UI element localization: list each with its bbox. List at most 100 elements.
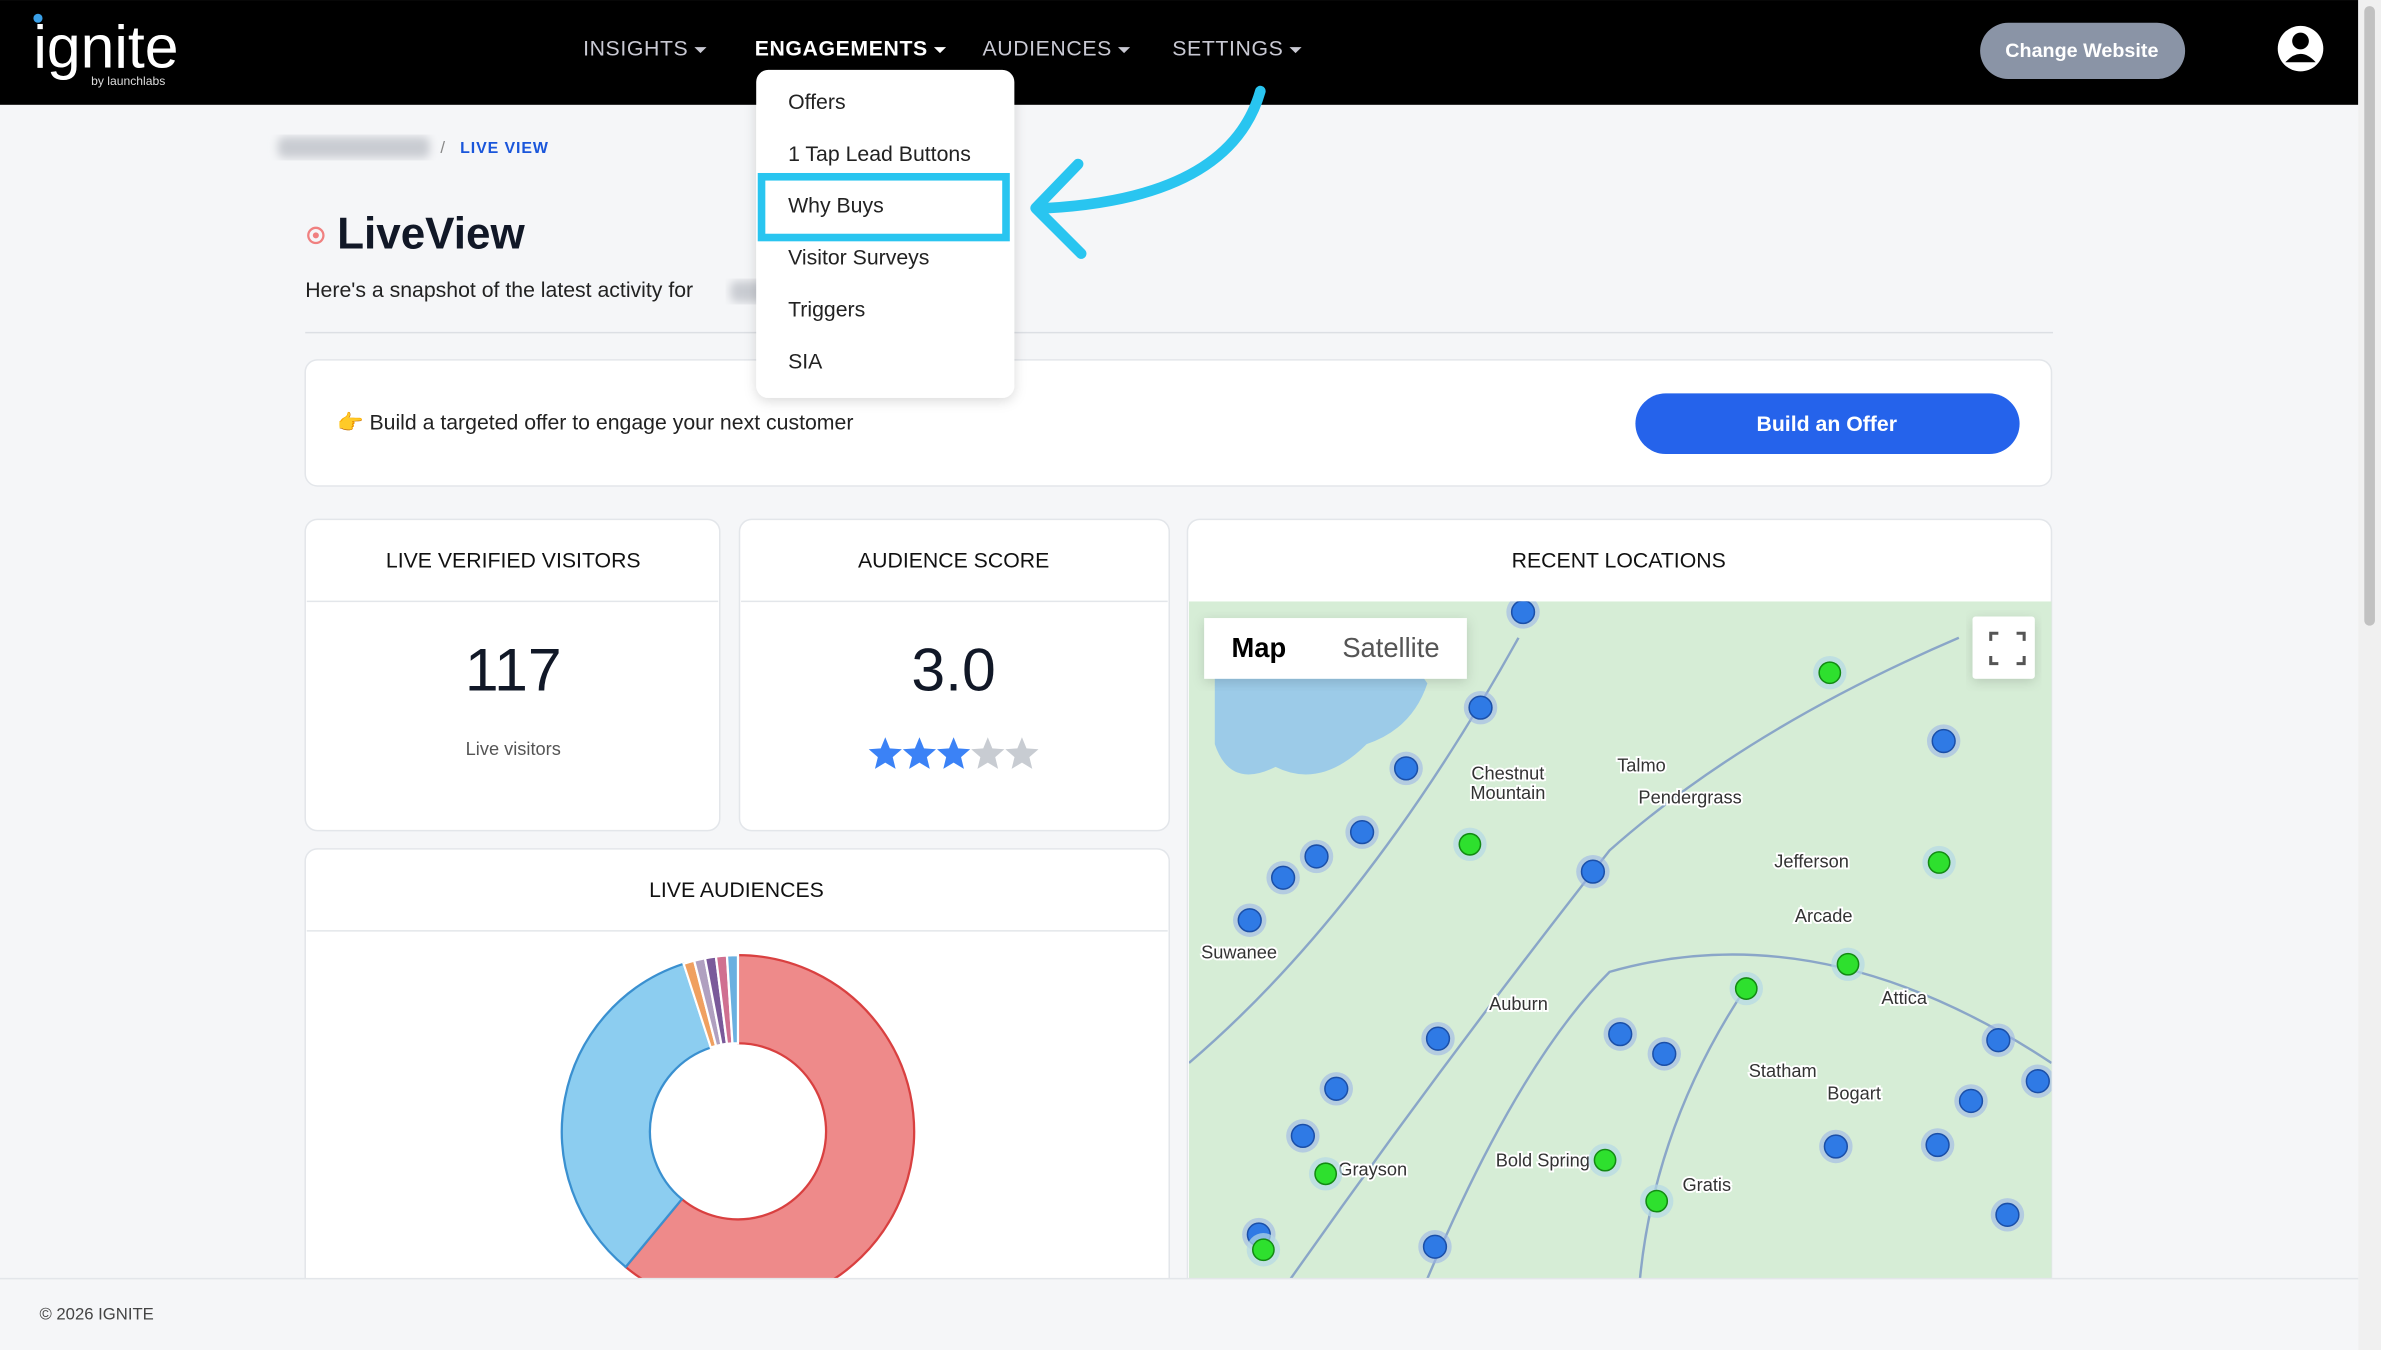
place-label: Auburn	[1489, 994, 1548, 1014]
avatar-head	[2292, 32, 2309, 50]
location-marker[interactable]	[1580, 859, 1606, 884]
build-offer-label[interactable]: Build an Offer	[1756, 412, 1897, 436]
location-marker[interactable]	[1645, 1189, 1669, 1213]
change-website-button[interactable]	[1980, 22, 2186, 79]
place-label: Grayson	[1338, 1160, 1407, 1180]
highlight-box	[757, 172, 1010, 242]
breadcrumb-current: LIVE VIEW	[460, 140, 549, 157]
location-marker[interactable]	[1836, 952, 1860, 976]
location-marker[interactable]	[1304, 844, 1329, 869]
location-marker[interactable]	[1468, 695, 1493, 720]
place-label: Chestnut	[1471, 763, 1544, 783]
logo-flame	[33, 13, 43, 23]
build-offer-button[interactable]	[1635, 393, 2020, 455]
breadcrumb-blurred	[277, 136, 430, 158]
scrollbar	[2358, 0, 2381, 1350]
location-marker[interactable]	[1652, 1041, 1677, 1067]
location-marker[interactable]	[1237, 908, 1262, 933]
place-label: Bold Spring	[1496, 1150, 1590, 1170]
dropdown-menu: Offers 1 Tap Lead Buttons Why Buys Visitor …	[756, 69, 1015, 398]
live-icon	[307, 226, 325, 245]
nav-item[interactable]: AUDIENCES	[982, 37, 1111, 61]
footer	[0, 1278, 2359, 1350]
nav-item[interactable]: ENGAGEMENTS	[755, 37, 928, 61]
rating-star	[971, 737, 1005, 769]
nav-caret	[1117, 47, 1131, 54]
location-marker[interactable]	[1324, 1076, 1349, 1101]
nav-caret	[933, 47, 947, 54]
visitors-value: 117	[465, 635, 562, 703]
location-marker[interactable]	[1734, 977, 1758, 1000]
nav-caret	[1289, 47, 1302, 54]
map-button[interactable]: Map	[1231, 632, 1286, 663]
card-title: LIVE VERIFIED VISITORS	[386, 548, 641, 572]
donut-segment[interactable]	[725, 954, 740, 1045]
location-marker[interactable]	[1270, 865, 1296, 890]
location-marker[interactable]	[1958, 1088, 1984, 1114]
rating-star	[1005, 737, 1039, 769]
score-card	[738, 518, 1171, 832]
place-label: Arcade	[1795, 906, 1853, 926]
nav-item[interactable]: SETTINGS	[1172, 37, 1283, 61]
location-marker[interactable]	[1927, 851, 1951, 874]
logo-sub: by launchlabs	[91, 74, 165, 88]
location-marker[interactable]	[1995, 1202, 2020, 1227]
location-marker[interactable]	[1931, 728, 1956, 754]
change-website-label[interactable]: Change Website	[2005, 40, 2158, 62]
top-bar	[0, 0, 2359, 105]
location-marker[interactable]	[1349, 820, 1375, 845]
dropdown-item[interactable]: SIA	[788, 350, 823, 374]
footer-text: © 2026 IGNITE	[39, 1304, 153, 1323]
location-marker[interactable]	[1314, 1162, 1338, 1186]
visitors-card	[304, 518, 721, 832]
map-type-control	[1204, 618, 1467, 679]
location-marker[interactable]	[2025, 1069, 2050, 1094]
location-marker[interactable]	[1425, 1026, 1451, 1051]
location-marker[interactable]	[1925, 1132, 1950, 1158]
card-title: AUDIENCE SCORE	[858, 548, 1049, 572]
rating-star	[937, 737, 971, 769]
dropdown-item[interactable]: Visitor Surveys	[788, 246, 929, 270]
location-marker[interactable]	[1251, 1238, 1275, 1262]
donut-segment[interactable]	[560, 962, 713, 1269]
annotation-arrowhead	[1030, 158, 1087, 259]
card-title: LIVE AUDIENCES	[649, 878, 824, 902]
rating-star	[868, 737, 902, 769]
location-marker[interactable]	[1510, 601, 1536, 625]
dropdown-item[interactable]: 1 Tap Lead Buttons	[788, 142, 971, 166]
location-marker[interactable]	[1393, 756, 1419, 781]
location-marker[interactable]	[1458, 832, 1482, 856]
avatar-body	[2285, 53, 2316, 63]
card-title: RECENT LOCATIONS	[1512, 548, 1726, 572]
location-marker[interactable]	[1818, 661, 1842, 685]
dropdown-item[interactable]: Why Buys	[788, 194, 884, 218]
page-subtitle: Here's a snapshot of the latest activity…	[305, 278, 693, 302]
fullscreen-button[interactable]	[1972, 616, 2035, 679]
live-icon-dot	[312, 232, 319, 239]
location-marker[interactable]	[1422, 1234, 1448, 1259]
visitors-caption: Live visitors	[466, 739, 561, 759]
logo[interactable]: ignite	[33, 13, 178, 81]
dropdown-item[interactable]: Triggers	[788, 298, 865, 322]
location-marker[interactable]	[1290, 1123, 1316, 1149]
scrollbar-thumb[interactable]	[2364, 6, 2375, 626]
location-marker[interactable]	[1608, 1021, 1633, 1047]
rating-star	[902, 737, 937, 769]
page-title: LiveView	[337, 210, 525, 259]
nav-caret	[694, 47, 707, 54]
satellite-button[interactable]: Satellite	[1342, 632, 1439, 663]
score-value: 3.0	[911, 635, 995, 703]
location-marker[interactable]	[1823, 1134, 1849, 1159]
location-marker[interactable]	[1593, 1148, 1617, 1172]
place-label: Talmo	[1617, 756, 1666, 776]
annotation-arrow	[1042, 85, 1266, 214]
location-marker[interactable]	[1986, 1028, 2011, 1053]
place-label: Suwanee	[1201, 942, 1277, 962]
dropdown-item[interactable]: Offers	[788, 90, 845, 114]
place-label: Attica	[1881, 988, 1927, 1008]
nav-item[interactable]: INSIGHTS	[583, 37, 688, 61]
place-label: Mountain	[1470, 783, 1545, 803]
